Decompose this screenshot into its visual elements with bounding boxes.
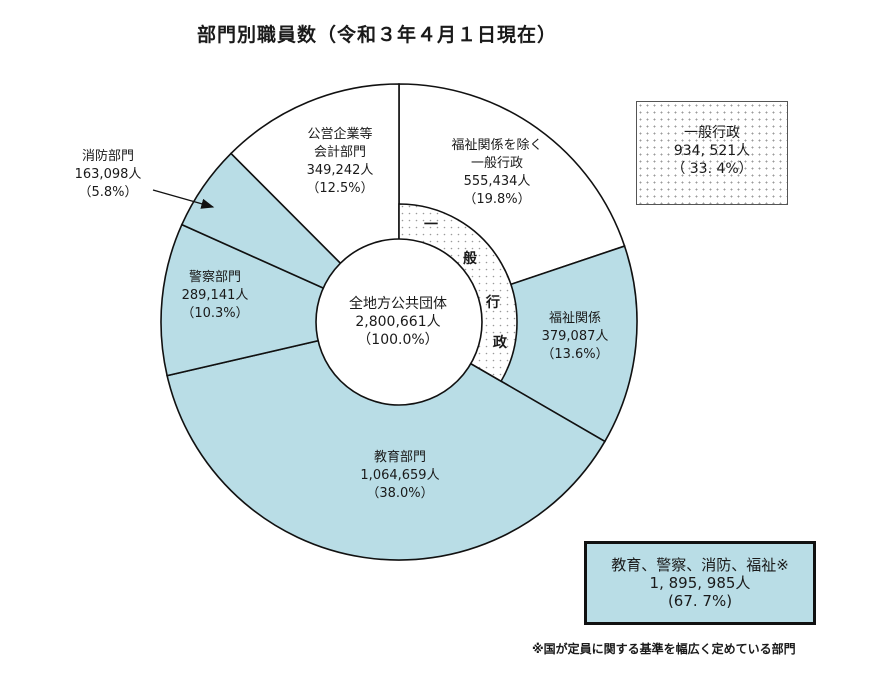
label-fire: 消防部門 163,098人 （5.8%） (74, 149, 142, 200)
inner-ring-char: 政 (493, 335, 507, 351)
legend-designated-departments: 教育、警察、消防、福祉※ 1, 895, 985人 (67. 7%) (584, 541, 816, 625)
label-general-admin-excl-welfare: 福祉関係を除く 一般行政 555,434人 （19.8%） (451, 138, 543, 207)
footnote: ※国が定員に関する基準を幅広く定めている部門 (532, 642, 796, 656)
center-circle (315, 238, 483, 406)
center-total-label: 全地方公共団体 2,800,661人 （100.0%） (349, 296, 447, 348)
slice-welfare (397, 245, 638, 443)
slice-education (166, 321, 606, 561)
label-education: 教育部門 1,064,659人 （38.0%） (360, 450, 440, 501)
label-welfare: 福祉関係 379,087人 （13.6%） (541, 311, 609, 362)
label-public-enterprise: 公営企業等 会計部門 349,242人 （12.5%） (306, 127, 374, 196)
inner-ring-char: 行 (486, 295, 500, 311)
slice-police (160, 223, 402, 377)
label-police: 警察部門 289,141人 （10.3%） (181, 270, 249, 321)
callout-arrow-icon (152, 189, 215, 209)
inner-ring-char: 般 (463, 251, 477, 267)
chart-title: 部門別職員数（令和３年４月１日現在） (197, 24, 558, 46)
inner-ring-char: 一 (424, 217, 438, 233)
legend-general-admin: 一般行政 934, 521人 （ 33. 4%） (636, 101, 788, 205)
